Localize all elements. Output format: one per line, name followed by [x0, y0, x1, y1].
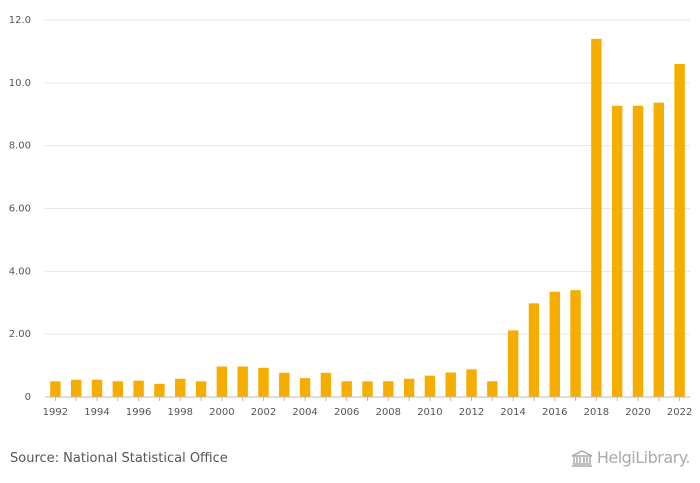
bar-1994	[91, 379, 103, 397]
library-building-icon	[571, 449, 593, 467]
x-tick-label: 1996	[126, 407, 151, 418]
bar-2016	[549, 291, 560, 397]
x-tick-label: 2008	[376, 407, 401, 418]
bar-2019	[611, 105, 623, 397]
bar-2009	[403, 378, 415, 397]
y-tick-label: 12.0	[9, 15, 31, 26]
x-tick-label: 2014	[500, 407, 525, 418]
x-tick-label: 2018	[584, 407, 609, 418]
bar-2002	[258, 367, 269, 397]
bar-2013	[487, 381, 498, 397]
helgi-library-logo[interactable]: HelgiLibrary.	[571, 448, 691, 467]
gridlines	[45, 19, 690, 335]
bar-2021	[653, 102, 664, 398]
y-axis-ticks: 0 2.00 4.00 6.00 8.00 10.0 12.0	[9, 15, 31, 403]
bar-2006	[341, 381, 352, 397]
x-tick-label: 2010	[417, 407, 442, 418]
x-tick-label: 2022	[667, 407, 692, 418]
y-tick-label: 2.00	[9, 329, 31, 340]
x-tick-label: 2004	[292, 407, 317, 418]
bar-1993	[71, 379, 82, 397]
bar-2007	[362, 381, 373, 397]
x-tick-label: 2000	[209, 407, 234, 418]
bar-1999	[195, 381, 207, 397]
y-tick-label: 4.00	[9, 266, 31, 277]
bar-1996	[133, 380, 144, 397]
bar-2015	[528, 303, 540, 397]
x-tick-label: 2012	[459, 407, 484, 418]
bar-1992	[50, 381, 61, 397]
bar-1995	[112, 381, 124, 397]
bar-2012	[466, 369, 477, 397]
bar-2020	[632, 105, 644, 397]
x-tick-label: 1994	[84, 407, 109, 418]
bar-1998	[175, 378, 186, 397]
y-tick-label: 10.0	[9, 78, 31, 89]
bar-2022	[674, 63, 685, 397]
bar-2010	[424, 375, 436, 397]
bar-2003	[279, 372, 290, 397]
bars	[50, 38, 685, 398]
x-tick-label: 2016	[542, 407, 567, 418]
x-tick-label: 1992	[43, 407, 68, 418]
x-tick-label: 1998	[168, 407, 193, 418]
bar-2008	[383, 381, 394, 397]
x-tick-label: 2020	[625, 407, 650, 418]
x-tick-label: 2002	[251, 407, 276, 418]
bar-1997	[154, 383, 165, 397]
bar-2004	[299, 378, 311, 397]
bar-2011	[445, 372, 456, 397]
bar-2001	[237, 366, 248, 397]
source-note: Source: National Statistical Office	[10, 451, 228, 466]
bar-2014	[507, 330, 519, 397]
y-tick-label: 6.00	[9, 204, 31, 215]
x-axis-ticks: 1992 1994 1996 1998 2000 2002 2004 2006 2008 2010…	[43, 397, 692, 418]
bar-2018	[591, 38, 602, 397]
bar-2005	[320, 372, 332, 397]
y-tick-label: 8.00	[9, 141, 31, 152]
bar-2000	[216, 366, 228, 397]
x-tick-label: 2006	[334, 407, 359, 418]
y-tick-label: 0	[25, 392, 31, 403]
bar-2017	[570, 290, 581, 397]
logo-text: HelgiLibrary.	[596, 448, 691, 467]
